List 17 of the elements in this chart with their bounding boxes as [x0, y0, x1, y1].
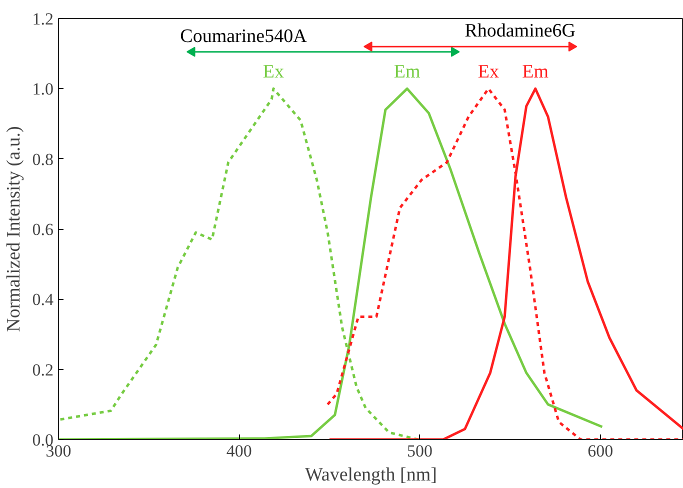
y-tick-label: 1.0 — [32, 80, 54, 99]
y-tick-label: 0.8 — [32, 150, 54, 169]
x-tick-label: 600 — [588, 442, 614, 460]
y-axis-title: Normalized Intensity (a.u.) — [3, 126, 24, 332]
x-tick-label: 400 — [226, 442, 252, 460]
series-label: Em — [394, 62, 421, 83]
y-tick-label: 0.2 — [32, 360, 54, 380]
x-tick-label: 500 — [407, 442, 433, 460]
series-label: Rhodamine6G — [464, 20, 576, 42]
x-axis-title: Wavelength [nm] — [305, 464, 437, 486]
series-label: Ex — [262, 62, 285, 83]
series-label: Coumarine540A — [180, 26, 308, 47]
y-tick-label: 0.4 — [32, 290, 54, 310]
y-tick-label: 0.6 — [32, 220, 54, 239]
series-label: Em — [522, 62, 549, 83]
y-tick-label: 1.2 — [32, 10, 54, 28]
series-label: Ex — [478, 62, 500, 83]
